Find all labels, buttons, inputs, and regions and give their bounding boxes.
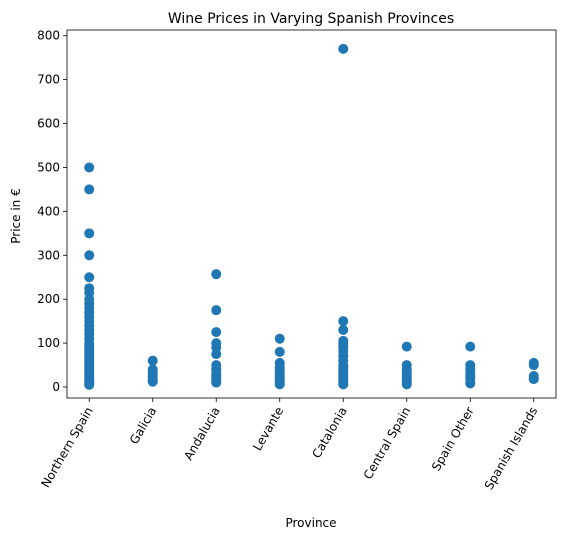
- y-tick-label: 200: [37, 292, 60, 306]
- point: [84, 228, 95, 239]
- point: [84, 272, 95, 283]
- point: [147, 376, 158, 387]
- y-axis-label: Price in €: [9, 188, 23, 243]
- point: [84, 162, 95, 173]
- x-tick-label: Galicia: [127, 405, 159, 447]
- y-tick-label: 400: [37, 204, 60, 218]
- point: [338, 379, 349, 390]
- x-tick-label: Catalonia: [309, 405, 350, 461]
- x-tick-label: Andalucia: [181, 405, 223, 463]
- point: [211, 327, 222, 338]
- point: [338, 316, 349, 327]
- point: [338, 43, 349, 54]
- point: [274, 379, 285, 390]
- plot-frame: [66, 29, 557, 399]
- x-tick-label: Levante: [250, 405, 286, 454]
- y-tick-label: 100: [37, 336, 60, 350]
- y-tick-label: 700: [37, 73, 60, 87]
- x-tick-label: Central Spain: [361, 405, 414, 482]
- x-tick-label: Spain Other: [429, 404, 477, 473]
- y-tick-label: 300: [37, 248, 60, 262]
- point: [211, 305, 222, 316]
- y-tick-label: 0: [52, 380, 60, 394]
- x-tick-label: Spanish Islands: [482, 405, 541, 493]
- point: [84, 250, 95, 261]
- y-tick-label: 600: [37, 117, 60, 131]
- point: [528, 374, 539, 385]
- y-tick-label: 500: [37, 160, 60, 174]
- point: [338, 324, 349, 335]
- point: [211, 269, 222, 280]
- point: [274, 346, 285, 357]
- point: [274, 333, 285, 344]
- point: [211, 377, 222, 388]
- point: [211, 349, 222, 360]
- point: [84, 379, 95, 390]
- point: [465, 341, 476, 352]
- point: [147, 355, 158, 366]
- point: [401, 379, 412, 390]
- x-tick-label: Northern Spain: [38, 405, 95, 490]
- chart-title: Wine Prices in Varying Spanish Provinces: [168, 11, 454, 27]
- y-tick-label: 800: [37, 29, 60, 43]
- point: [528, 360, 539, 371]
- point: [84, 184, 95, 195]
- point: [465, 378, 476, 389]
- point: [401, 341, 412, 352]
- x-axis-label: Province: [285, 516, 336, 530]
